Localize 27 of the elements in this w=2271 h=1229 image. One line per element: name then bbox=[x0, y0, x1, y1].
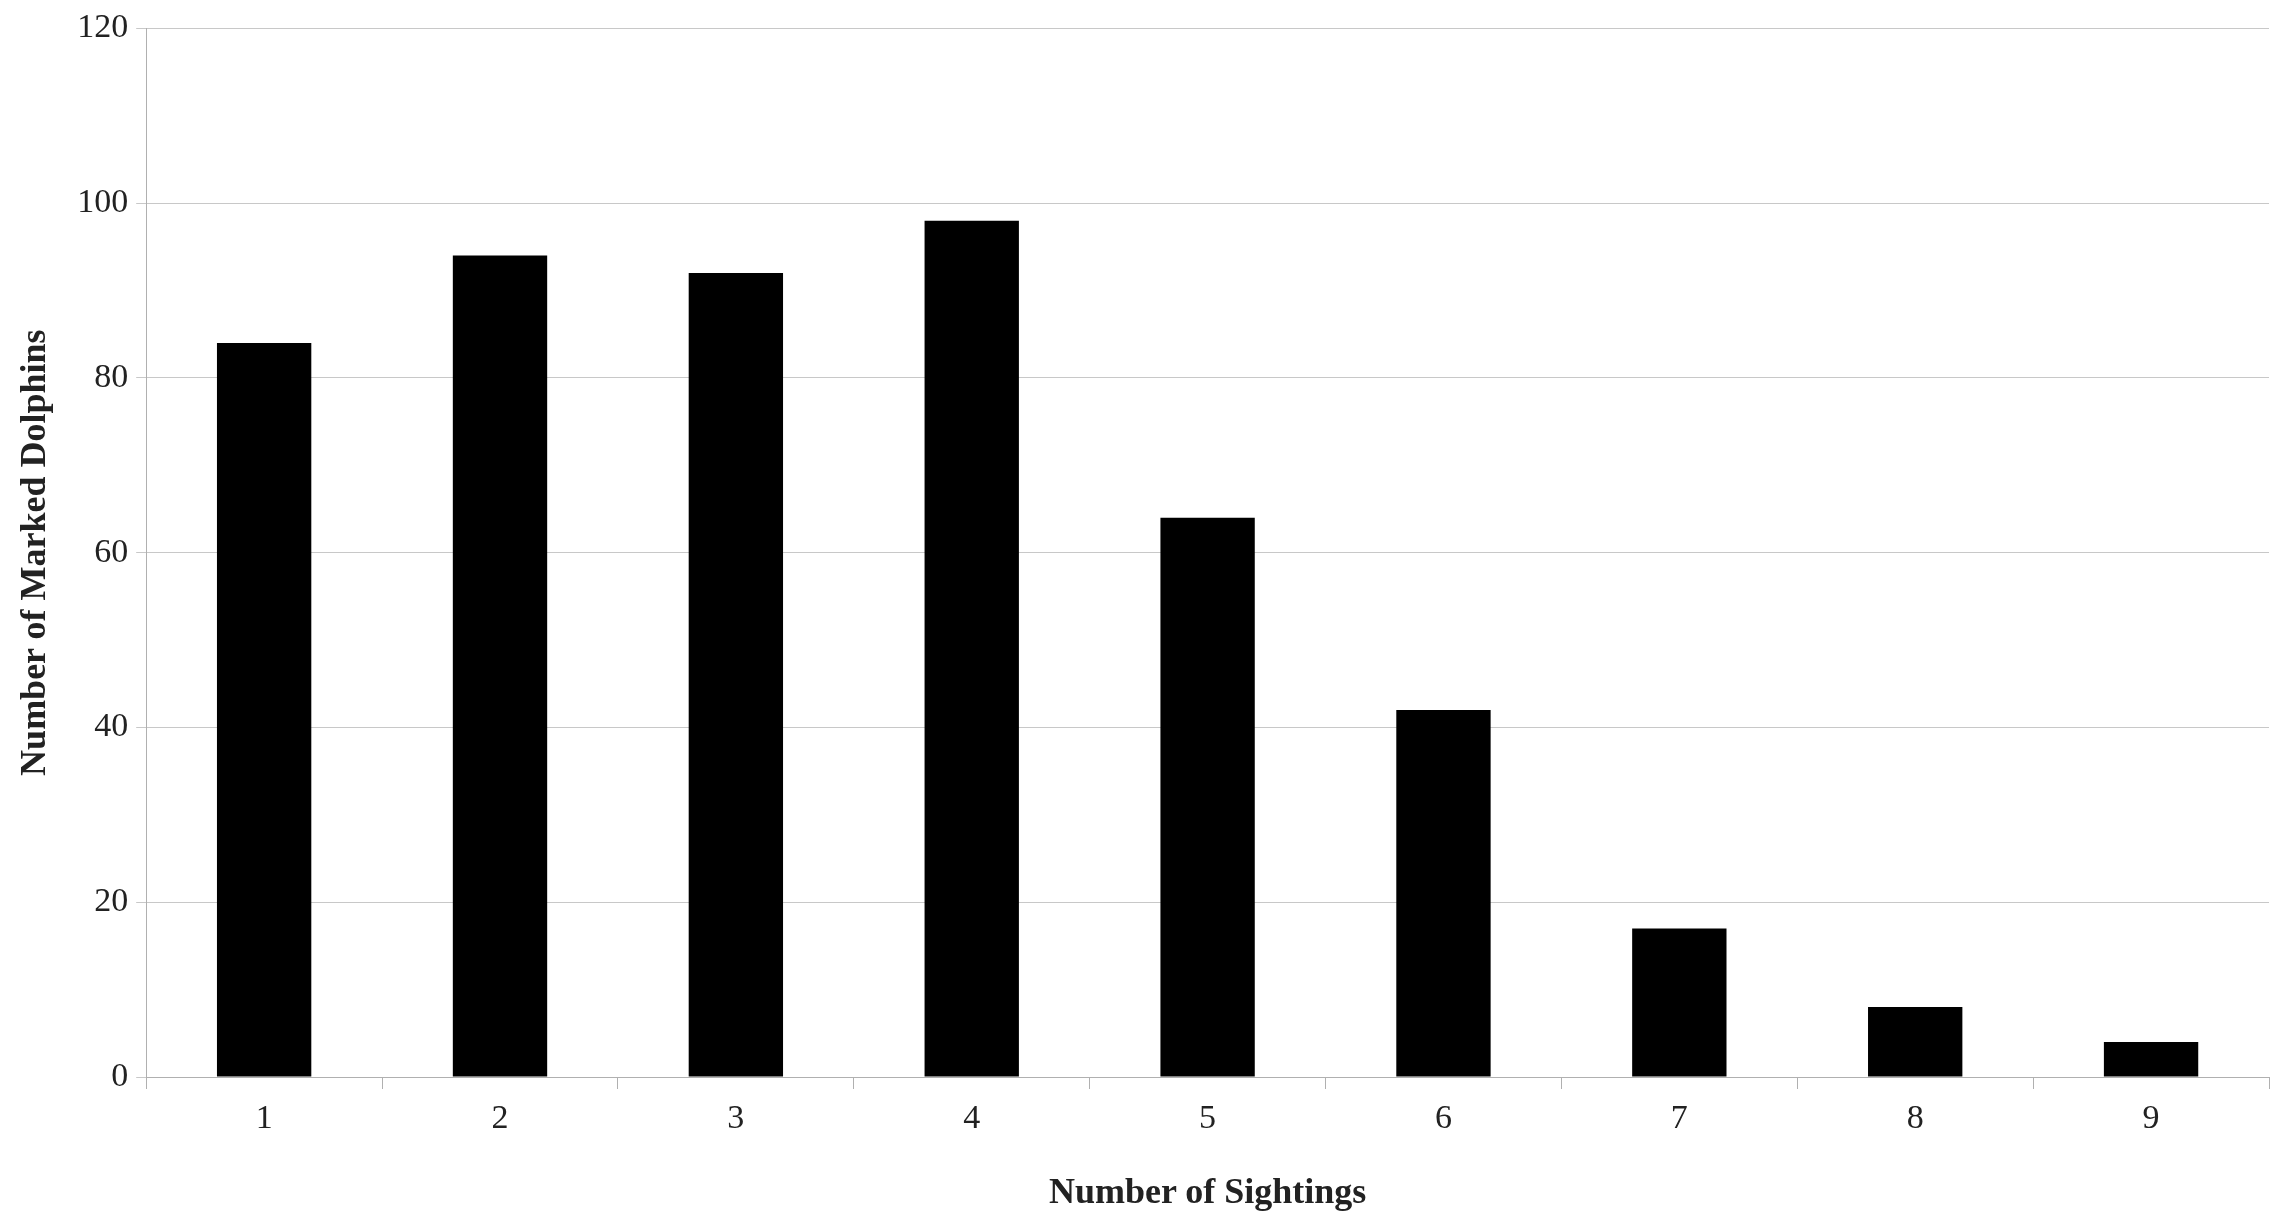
x-tick-label: 4 bbox=[963, 1098, 981, 1136]
x-tick-label: 7 bbox=[1670, 1098, 1688, 1136]
x-tick-label: 3 bbox=[727, 1098, 745, 1136]
x-tick-label: 1 bbox=[255, 1098, 273, 1136]
bar bbox=[1868, 1007, 1963, 1077]
x-tick-label: 8 bbox=[1906, 1098, 1924, 1136]
x-tick-label: 5 bbox=[1199, 1098, 1217, 1136]
y-tick-label: 60 bbox=[94, 531, 129, 569]
y-tick-label: 100 bbox=[77, 182, 129, 220]
x-tick-label: 6 bbox=[1434, 1098, 1452, 1136]
bar bbox=[2103, 1042, 2199, 1077]
y-axis-title: Number of Marked Dolphins bbox=[12, 329, 53, 776]
bar bbox=[688, 273, 784, 1077]
y-tick-label: 80 bbox=[94, 356, 129, 394]
bar bbox=[216, 342, 312, 1077]
x-tick-label: 9 bbox=[2142, 1098, 2160, 1136]
bar bbox=[1160, 517, 1255, 1077]
x-tick-label: 2 bbox=[491, 1098, 509, 1136]
bar bbox=[1396, 709, 1491, 1077]
y-tick-label: 40 bbox=[94, 706, 129, 744]
bar bbox=[924, 220, 1019, 1077]
bar bbox=[1632, 928, 1727, 1077]
bar bbox=[452, 255, 548, 1077]
y-tick-label: 120 bbox=[77, 7, 129, 45]
y-tick-label: 20 bbox=[94, 881, 129, 919]
y-tick-label: 0 bbox=[111, 1055, 129, 1093]
x-axis-title: Number of Sightings bbox=[1048, 1170, 1367, 1211]
